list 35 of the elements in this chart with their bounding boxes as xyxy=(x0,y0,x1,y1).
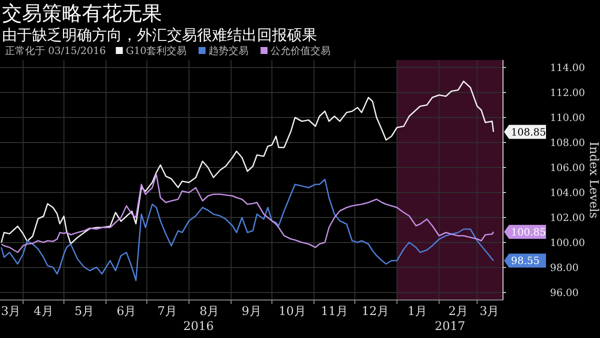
x-tick-label: 1月 xyxy=(408,304,428,318)
y-tick-label: 100.00 xyxy=(550,238,585,249)
x-tick-label: 9月 xyxy=(242,304,262,318)
legend-label: 公允价值交易 xyxy=(270,45,331,57)
chart-title: 交易策略有花无果 xyxy=(2,1,162,25)
y-tick-label: 102.00 xyxy=(550,213,585,224)
y-tick-label: 98.00 xyxy=(550,263,579,274)
y-tick-label: 108.00 xyxy=(550,138,585,149)
y-tick-label: 106.00 xyxy=(550,163,585,174)
x-tick-label: 2月 xyxy=(448,304,468,318)
data-label: 98.55 xyxy=(511,256,540,268)
data-label: 108.85 xyxy=(511,127,546,138)
x-tick-label: 10月 xyxy=(278,304,306,318)
data-label: 100.85 xyxy=(511,227,546,238)
x-tick-label: 12月 xyxy=(362,304,389,318)
text: 2017 xyxy=(434,319,466,333)
x-tick-label: 3月 xyxy=(480,304,500,318)
y-tick-label: 114.00 xyxy=(550,63,585,74)
legend-title: 正常化于 03/15/2016 xyxy=(5,45,106,57)
text: 2016 xyxy=(183,319,214,333)
legend-label: 趋势交易 xyxy=(208,45,249,57)
y-tick-label: 112.00 xyxy=(550,88,585,99)
x-tick-label: 4月 xyxy=(34,304,54,318)
chart-subtitle: 由于缺乏明确方向，外汇交易很难结出回报硕果 xyxy=(2,26,317,44)
y-tick-label: 96.00 xyxy=(550,288,579,299)
y-axis-title: Index Levels xyxy=(587,142,600,218)
x-tick-label: 6月 xyxy=(116,304,136,318)
x-tick-label: 11月 xyxy=(320,304,348,318)
x-tick-label: 3月 xyxy=(1,304,21,318)
legend-label: G10套利交易 xyxy=(126,45,187,57)
y-tick-label: 104.00 xyxy=(550,188,585,199)
x-tick-label: 8月 xyxy=(200,304,220,318)
y-tick-label: 110.00 xyxy=(550,113,585,124)
x-tick-label: 7月 xyxy=(157,304,178,318)
x-tick-label: 5月 xyxy=(74,304,94,318)
